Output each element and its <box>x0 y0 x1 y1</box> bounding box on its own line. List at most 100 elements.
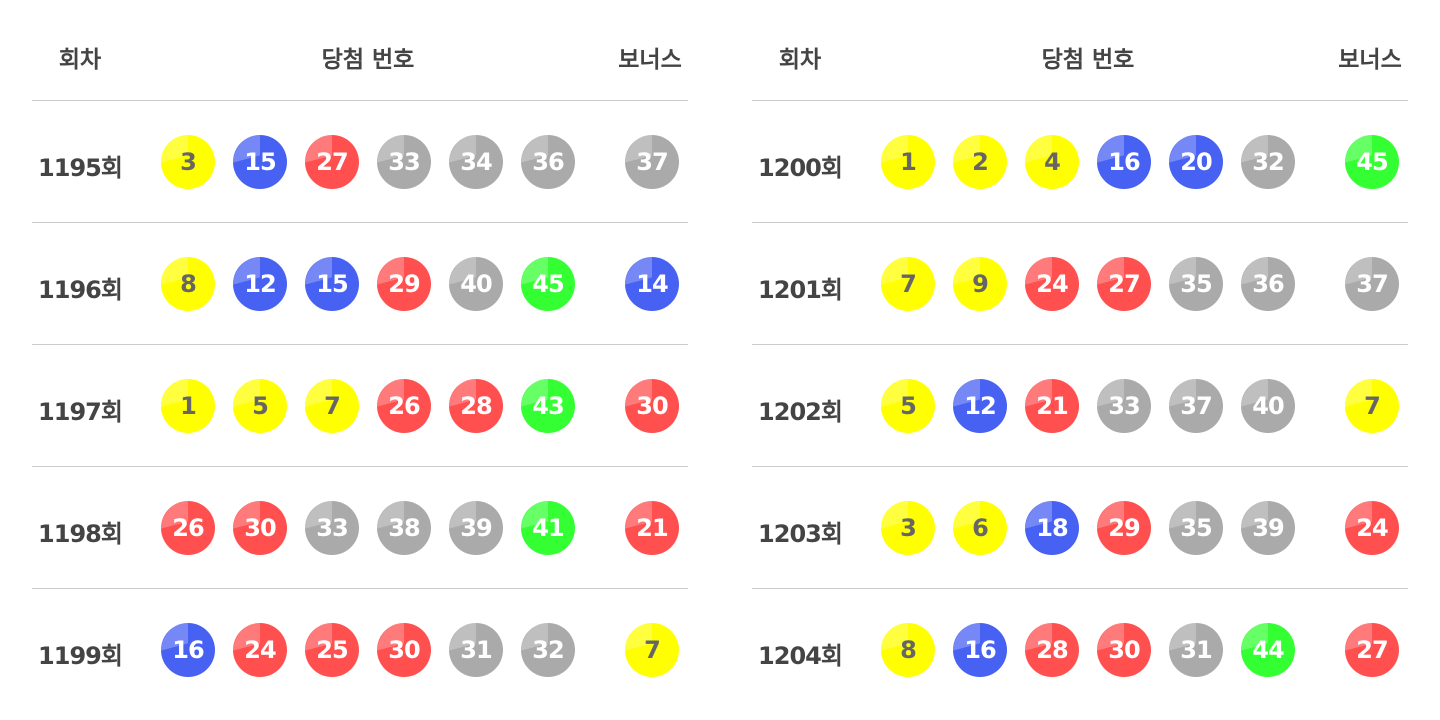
header-numbers: 당첨 번호 <box>1041 47 1135 73</box>
bonus-ball: 7 <box>625 623 679 677</box>
number-ball: 39 <box>449 501 503 555</box>
number-ball: 7 <box>305 379 359 433</box>
number-ball: 28 <box>1025 623 1079 677</box>
ball-number: 36 <box>532 148 564 176</box>
number-ball: 32 <box>521 623 575 677</box>
number-ball: 5 <box>881 379 935 433</box>
round-label: 1197회 <box>38 398 123 426</box>
bonus-ball: 37 <box>625 135 679 189</box>
number-ball: 18 <box>1025 501 1079 555</box>
table-row: 1195회 3 15 27 33 34 36 37 <box>32 101 688 223</box>
number-ball: 31 <box>449 623 503 677</box>
ball-number: 35 <box>1180 514 1212 542</box>
round-label: 1200회 <box>758 154 843 182</box>
ball-number: 15 <box>316 270 348 298</box>
number-ball: 12 <box>233 257 287 311</box>
ball-number: 7 <box>324 392 341 420</box>
table-row: 1200회 1 2 4 16 20 32 45 <box>752 101 1408 223</box>
number-ball: 24 <box>233 623 287 677</box>
ball-number: 5 <box>252 392 269 420</box>
ball-number: 44 <box>1252 636 1284 664</box>
number-ball: 5 <box>233 379 287 433</box>
header-round: 회차 <box>58 47 102 73</box>
bonus-ball: 7 <box>1345 379 1399 433</box>
table-row: 1201회 7 9 24 27 35 36 37 <box>752 223 1408 345</box>
round-label: 1204회 <box>758 642 843 670</box>
ball-number: 30 <box>636 392 668 420</box>
number-ball: 45 <box>521 257 575 311</box>
ball-number: 2 <box>972 148 989 176</box>
table-header: 회차 당첨 번호 보너스 <box>32 0 688 101</box>
round-label: 1196회 <box>38 276 123 304</box>
round-label: 1198회 <box>38 520 123 548</box>
round-label: 1199회 <box>38 642 123 670</box>
ball-number: 29 <box>388 270 420 298</box>
ball-number: 43 <box>532 392 564 420</box>
ball-number: 26 <box>388 392 420 420</box>
ball-number: 3 <box>180 148 197 176</box>
number-ball: 8 <box>881 623 935 677</box>
number-ball: 15 <box>305 257 359 311</box>
ball-number: 33 <box>1108 392 1140 420</box>
number-ball: 29 <box>377 257 431 311</box>
ball-number: 37 <box>1356 270 1388 298</box>
header-round: 회차 <box>778 47 822 73</box>
ball-number: 9 <box>972 270 989 298</box>
ball-number: 27 <box>1108 270 1140 298</box>
round-label: 1202회 <box>758 398 843 426</box>
ball-number: 20 <box>1180 148 1212 176</box>
ball-number: 31 <box>460 636 492 664</box>
number-ball: 29 <box>1097 501 1151 555</box>
number-ball: 41 <box>521 501 575 555</box>
ball-number: 39 <box>1252 514 1284 542</box>
bonus-ball: 21 <box>625 501 679 555</box>
number-ball: 33 <box>1097 379 1151 433</box>
number-ball: 39 <box>1241 501 1295 555</box>
number-ball: 27 <box>1097 257 1151 311</box>
number-ball: 8 <box>161 257 215 311</box>
ball-number: 30 <box>1108 636 1140 664</box>
number-ball: 43 <box>521 379 575 433</box>
number-ball: 28 <box>449 379 503 433</box>
ball-number: 45 <box>532 270 564 298</box>
number-ball: 16 <box>161 623 215 677</box>
number-ball: 33 <box>305 501 359 555</box>
number-ball: 20 <box>1169 135 1223 189</box>
ball-number: 21 <box>636 514 668 542</box>
ball-number: 32 <box>1252 148 1284 176</box>
round-label: 1195회 <box>38 154 123 182</box>
ball-number: 28 <box>460 392 492 420</box>
number-ball: 26 <box>377 379 431 433</box>
ball-number: 7 <box>900 270 917 298</box>
number-ball: 35 <box>1169 501 1223 555</box>
ball-number: 45 <box>1356 148 1388 176</box>
ball-number: 24 <box>1036 270 1068 298</box>
ball-number: 28 <box>1036 636 1068 664</box>
number-ball: 36 <box>1241 257 1295 311</box>
ball-number: 29 <box>1108 514 1140 542</box>
number-ball: 6 <box>953 501 1007 555</box>
bonus-ball: 27 <box>1345 623 1399 677</box>
ball-number: 24 <box>1356 514 1388 542</box>
number-ball: 37 <box>1169 379 1223 433</box>
bonus-ball: 45 <box>1345 135 1399 189</box>
ball-number: 30 <box>388 636 420 664</box>
ball-number: 37 <box>636 148 668 176</box>
number-ball: 21 <box>1025 379 1079 433</box>
ball-number: 39 <box>460 514 492 542</box>
results-table-left: 회차 당첨 번호 보너스 1195회 3 15 27 33 34 36 37 1196회 8 12 15 29… <box>32 0 688 710</box>
number-ball: 4 <box>1025 135 1079 189</box>
ball-number: 27 <box>316 148 348 176</box>
ball-number: 16 <box>964 636 996 664</box>
ball-number: 37 <box>1180 392 1212 420</box>
ball-number: 6 <box>972 514 989 542</box>
number-ball: 3 <box>161 135 215 189</box>
results-table-right: 회차 당첨 번호 보너스 1200회 1 2 4 16 20 32 45 1201회 7 9 24 27 35 3… <box>752 0 1408 710</box>
ball-number: 31 <box>1180 636 1212 664</box>
number-ball: 40 <box>1241 379 1295 433</box>
ball-number: 35 <box>1180 270 1212 298</box>
number-ball: 27 <box>305 135 359 189</box>
ball-number: 16 <box>1108 148 1140 176</box>
round-label: 1201회 <box>758 276 843 304</box>
round-label: 1203회 <box>758 520 843 548</box>
